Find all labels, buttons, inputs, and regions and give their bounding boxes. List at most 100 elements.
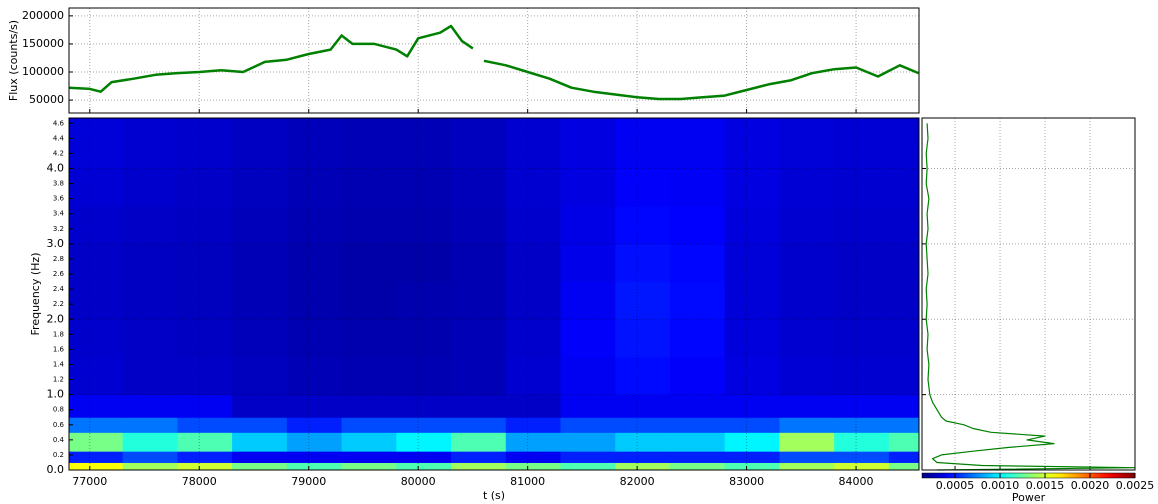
- heatmap-cell: [669, 168, 726, 207]
- heatmap-cell: [779, 394, 835, 418]
- colorbar-tick-label: 0.0010: [981, 479, 1020, 492]
- heatmap-cell: [779, 462, 835, 471]
- heatmap-cell: [232, 206, 288, 245]
- heatmap-cell: [341, 394, 397, 418]
- heatmap-cell: [505, 281, 562, 320]
- heatmap-cell: [724, 206, 780, 245]
- heatmap-cell: [888, 206, 920, 245]
- y-tick-label: 2.2: [53, 300, 64, 308]
- y-tick-label: 1.0: [47, 388, 65, 401]
- colorbar-label: Power: [1012, 491, 1046, 504]
- heatmap-cell: [724, 394, 780, 418]
- heatmap-cell: [451, 243, 507, 283]
- heatmap-cell: [888, 356, 920, 396]
- heatmap-cell: [505, 356, 562, 396]
- heatmap-cell: [834, 394, 890, 418]
- y-tick-label: 0.2: [53, 451, 64, 459]
- y-tick-label: 4.0: [47, 162, 65, 175]
- heatmap-cell: [69, 462, 124, 471]
- y-tick-label: 50000: [29, 93, 64, 106]
- heatmap-cell: [396, 462, 452, 471]
- heatmap-cell: [177, 451, 233, 463]
- heatmap-cell: [122, 356, 178, 396]
- heatmap-cell: [669, 432, 726, 452]
- heatmap-cell: [669, 118, 726, 170]
- heatmap-cell: [69, 206, 124, 245]
- heatmap-cell: [122, 168, 178, 207]
- heatmap-cell: [341, 451, 397, 463]
- heatmap-cell: [779, 319, 835, 358]
- plot-frame: [921, 117, 1136, 471]
- heatmap-cell: [834, 243, 890, 283]
- heatmap-cell: [615, 394, 671, 418]
- heatmap-cell: [615, 281, 671, 320]
- y-axis-label: Flux (counts/s): [7, 20, 20, 101]
- heatmap-cell: [122, 206, 178, 245]
- heatmap-cell: [615, 206, 671, 245]
- heatmap-cell: [451, 417, 507, 433]
- heatmap-cell: [286, 462, 343, 471]
- heatmap-cell: [560, 462, 616, 471]
- heatmap-cell: [615, 319, 671, 358]
- heatmap-cell: [341, 356, 397, 396]
- colorbar-tick-label: 0.0025: [1116, 479, 1155, 492]
- colorbar: [921, 472, 1136, 479]
- heatmap-cell: [779, 451, 835, 463]
- heatmap-cell: [451, 432, 507, 452]
- heatmap-cell: [341, 206, 397, 245]
- heatmap-cell: [615, 356, 671, 396]
- heatmap-cell: [834, 451, 890, 463]
- heatmap-cell: [560, 319, 616, 358]
- heatmap-cell: [779, 432, 835, 452]
- heatmap-cell: [888, 432, 920, 452]
- heatmap-cell: [232, 394, 288, 418]
- x-tick-label: 82000: [620, 475, 655, 488]
- heatmap-cell: [286, 243, 343, 283]
- heatmap-cell: [396, 451, 452, 463]
- heatmap-cell: [286, 118, 343, 170]
- heatmap-cell: [888, 462, 920, 471]
- heatmap-cell: [779, 118, 835, 170]
- heatmap-cell: [396, 394, 452, 418]
- heatmap-cell: [451, 319, 507, 358]
- heatmap-cell: [286, 206, 343, 245]
- heatmap-cell: [341, 118, 397, 170]
- y-tick-label: 3.2: [53, 225, 64, 233]
- plot-frame: [68, 117, 920, 471]
- heatmap-cell: [724, 243, 780, 283]
- heatmap-cell: [888, 281, 920, 320]
- y-tick-label: 2.6: [53, 270, 65, 278]
- y-tick-label: 1.2: [53, 376, 64, 384]
- heatmap-cell: [177, 281, 233, 320]
- heatmap-cell: [779, 168, 835, 207]
- x-tick-label: 80000: [401, 475, 436, 488]
- heatmap-cell: [779, 281, 835, 320]
- x-tick-label: 77000: [72, 475, 107, 488]
- heatmap-cell: [724, 451, 780, 463]
- heatmap-cell: [779, 417, 835, 433]
- colorbar-tick-label: 0.0015: [1026, 479, 1065, 492]
- heatmap-cell: [505, 243, 562, 283]
- heatmap-cell: [724, 356, 780, 396]
- heatmap-cell: [560, 168, 616, 207]
- heatmap-cell: [669, 281, 726, 320]
- heatmap-cell: [615, 432, 671, 452]
- y-tick-label: 4.2: [53, 149, 64, 157]
- heatmap-cell: [834, 462, 890, 471]
- heatmap-cell: [122, 432, 178, 452]
- heatmap-cell: [451, 356, 507, 396]
- heatmap-cell: [177, 206, 233, 245]
- heatmap-cell: [396, 118, 452, 170]
- heatmap-cell: [834, 417, 890, 433]
- heatmap-cell: [888, 417, 920, 433]
- heatmap-cell: [396, 432, 452, 452]
- heatmap-cell: [888, 243, 920, 283]
- y-tick-label: 150000: [22, 37, 64, 50]
- x-tick-label: 84000: [839, 475, 874, 488]
- y-tick-label: 4.4: [53, 134, 65, 142]
- heatmap-cell: [560, 356, 616, 396]
- heatmap-cell: [177, 118, 233, 170]
- heatmap-cell: [505, 394, 562, 418]
- heatmap-cell: [69, 168, 124, 207]
- heatmap-cell: [560, 281, 616, 320]
